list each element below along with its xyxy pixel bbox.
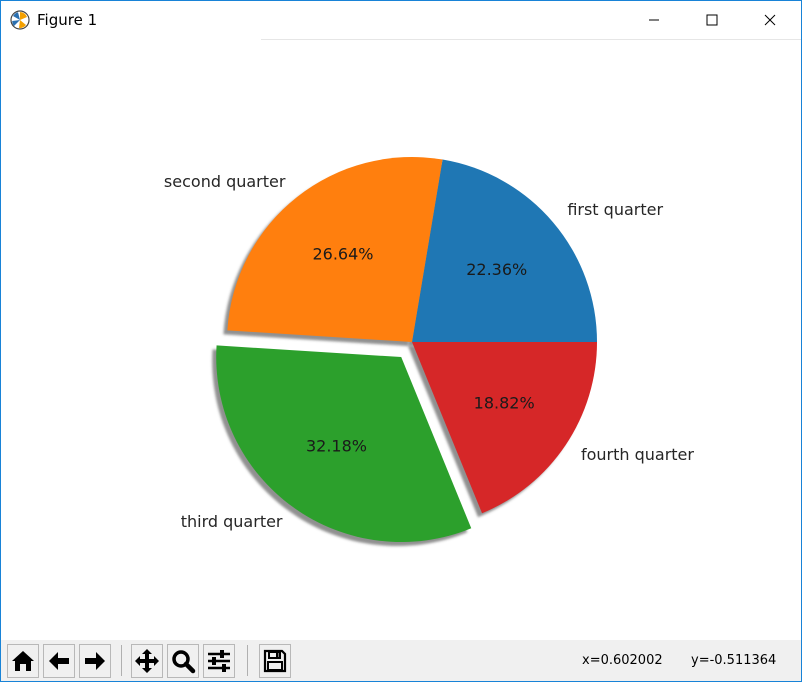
minimize-button[interactable]: [631, 1, 677, 39]
wedge-second-quarter: [227, 157, 443, 342]
figure-canvas[interactable]: first quarter 22.36% second quarter 26.64% t…: [1, 40, 801, 640]
window-title: Figure 1: [37, 11, 98, 29]
forward-button[interactable]: [79, 644, 111, 678]
label-fourth-quarter: fourth quarter: [581, 445, 694, 464]
arrow-right-icon: [85, 652, 105, 670]
arrow-left-icon: [49, 652, 69, 670]
minimize-icon: [649, 19, 659, 21]
wedge-first-quarter: [412, 159, 597, 342]
move-icon: [135, 649, 159, 673]
back-button[interactable]: [43, 644, 75, 678]
navigation-toolbar: x=0.602002 y=-0.511364: [1, 640, 801, 681]
sliders-icon: [208, 650, 230, 672]
pie-chart: first quarter 22.36% second quarter 26.64% t…: [164, 157, 694, 547]
toolbar-separator: [247, 645, 248, 676]
title-bar: Figure 1: [1, 1, 801, 39]
maximize-button[interactable]: [689, 1, 735, 39]
save-button[interactable]: [259, 644, 291, 678]
toolbar-separator: [121, 645, 122, 676]
x-coordinate-readout: x=0.602002: [582, 653, 663, 668]
zoom-button[interactable]: [167, 644, 199, 678]
close-icon: [764, 14, 776, 26]
label-second-quarter: second quarter: [164, 172, 286, 191]
title-separator: [261, 39, 801, 40]
magnifier-icon: [172, 650, 196, 674]
pie-wedges: [216, 157, 597, 543]
pie-labels: first quarter 22.36% second quarter 26.64% t…: [164, 172, 694, 531]
wedge-third-quarter: [216, 345, 472, 543]
label-first-quarter: first quarter: [567, 200, 663, 219]
pct-label-first-quarter: 22.36%: [466, 260, 527, 279]
matplotlib-logo-icon: [10, 10, 30, 30]
maximize-icon: [706, 14, 718, 26]
y-coordinate-readout: y=-0.511364: [691, 653, 777, 668]
pan-button[interactable]: [131, 644, 163, 678]
home-button[interactable]: [7, 644, 39, 678]
home-icon: [12, 651, 34, 671]
pct-label-second-quarter: 26.64%: [312, 245, 373, 264]
wedge-fourth-quarter: [412, 342, 597, 514]
close-button[interactable]: [747, 1, 793, 39]
floppy-disk-icon: [263, 649, 287, 673]
pct-label-third-quarter: 32.18%: [306, 437, 367, 456]
pct-label-fourth-quarter: 18.82%: [474, 393, 535, 412]
subplots-button[interactable]: [203, 644, 235, 678]
label-third-quarter: third quarter: [181, 512, 283, 531]
